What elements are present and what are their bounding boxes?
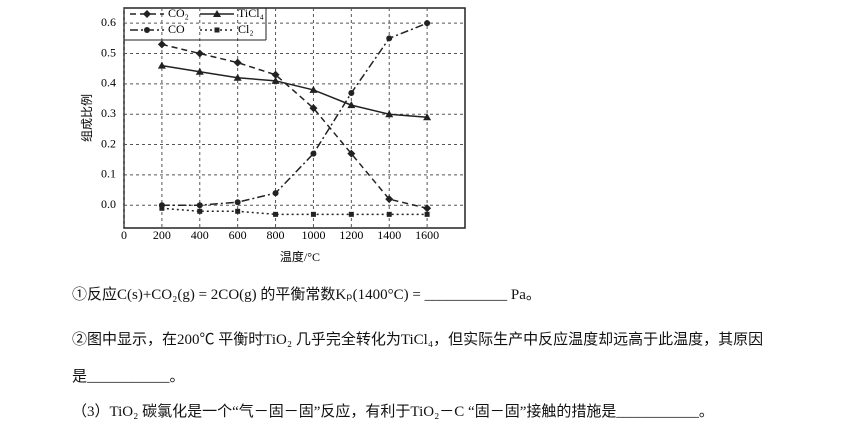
marker	[385, 110, 394, 118]
marker	[233, 58, 242, 67]
marker	[144, 27, 150, 33]
y-tick-label: 0.6	[101, 15, 116, 29]
y-tick-label: 0.3	[101, 106, 116, 120]
marker	[143, 10, 151, 18]
y-tick-label: 0.4	[101, 76, 116, 90]
legend-label: CO₂	[168, 6, 189, 20]
marker	[348, 89, 355, 96]
x-tick-label: 1000	[301, 228, 325, 242]
question: ②图中显示，在200℃ 平衡时TiO₂ 几乎完全转化为TiCl₄，但实际生产中反…	[72, 332, 764, 348]
marker	[235, 208, 241, 214]
marker	[386, 35, 393, 42]
chart: 组成比例 温度/°C 0.0 0.1 0.2 0.3 0.4 0.5 0.6 0 200 400 6…	[80, 6, 466, 264]
series-line	[161, 22, 428, 206]
marker	[195, 67, 204, 75]
x-tick-label: 1400	[377, 228, 401, 242]
marker	[347, 101, 356, 109]
marker	[309, 85, 318, 93]
marker	[424, 20, 431, 27]
y-tick-label: 0.2	[101, 136, 116, 150]
series-line	[161, 64, 428, 118]
marker	[157, 40, 166, 49]
marker	[272, 190, 279, 197]
x-tick-label: 1200	[339, 228, 363, 242]
marker	[424, 211, 430, 217]
legend-label: TiCl₄	[238, 6, 264, 20]
marker	[273, 211, 279, 217]
marker	[233, 73, 242, 81]
plot-frame	[123, 7, 466, 229]
marker	[197, 208, 203, 214]
x-tick-label: 600	[229, 228, 247, 242]
question: （3）TiO₂ 碳氯化是一个“气－固－固”反应，有利于TiO₂－C “固－固”接…	[72, 404, 714, 420]
marker	[271, 76, 280, 84]
marker	[234, 199, 241, 206]
marker	[310, 150, 317, 157]
question: 是___________。	[72, 369, 185, 385]
legend-label: CO	[168, 22, 185, 36]
marker	[423, 204, 432, 213]
marker	[310, 211, 316, 217]
series-line	[161, 207, 428, 216]
x-tick-label: 200	[153, 228, 171, 242]
marker	[386, 211, 392, 217]
x-tick-label: 1600	[415, 228, 439, 242]
y-tick-label: 0.1	[101, 167, 116, 181]
marker	[196, 202, 203, 209]
x-tick-label: 0	[121, 228, 127, 242]
marker	[195, 49, 204, 58]
y-axis-label: 组成比例	[80, 94, 94, 142]
marker	[347, 149, 356, 158]
series-line	[161, 43, 428, 210]
marker	[271, 70, 280, 79]
marker	[213, 10, 221, 17]
marker	[309, 104, 318, 113]
marker	[157, 61, 166, 69]
marker	[385, 195, 394, 204]
y-tick-label: 0.0	[101, 197, 116, 211]
marker	[348, 211, 354, 217]
x-axis-label: 温度/°C	[280, 249, 320, 264]
x-tick-label: 400	[191, 228, 209, 242]
marker	[214, 27, 220, 33]
marker	[159, 205, 165, 211]
x-tick-label: 800	[267, 228, 285, 242]
y-tick-label: 0.5	[101, 45, 116, 59]
question: ①反应C(s)+CO₂(g) = 2CO(g) 的平衡常数Kₚ(1400°C) …	[72, 287, 541, 303]
marker	[423, 113, 432, 121]
legend-label: Cl₂	[238, 22, 254, 36]
